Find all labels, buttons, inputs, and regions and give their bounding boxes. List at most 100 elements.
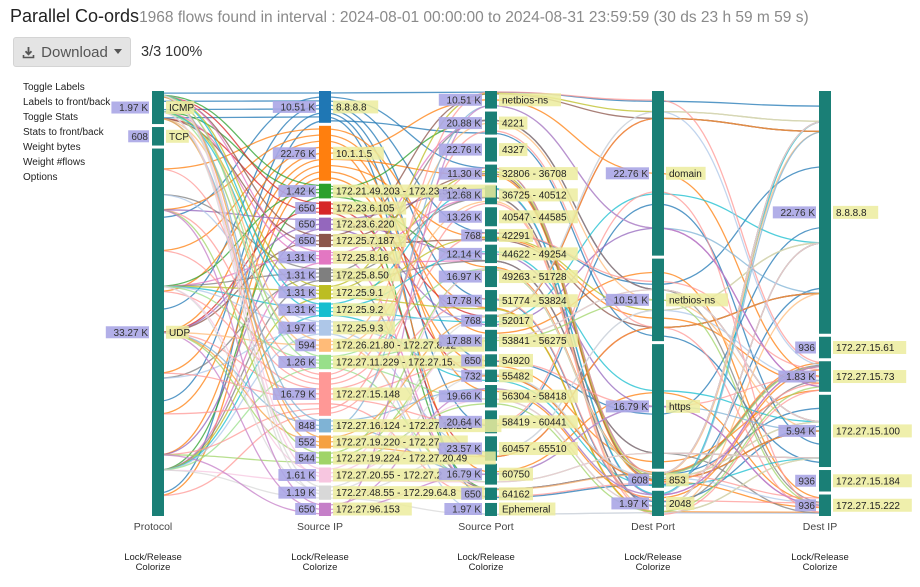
axis-segment-source-ip-9[interactable] (319, 302, 331, 317)
axis-segment-dest-port-4[interactable] (652, 490, 664, 516)
axis-segment-source-ip-1[interactable] (319, 125, 331, 181)
stat-label-bg (605, 167, 649, 180)
axis-segment-protocol-2[interactable] (152, 148, 164, 517)
colorize-control-source-ip[interactable]: Colorize (303, 562, 338, 573)
menu-toggle-stats[interactable]: Toggle Stats (23, 112, 79, 123)
axis-segment-dest-ip-1[interactable] (819, 336, 831, 359)
axis-segment-source-port-12[interactable] (485, 354, 497, 367)
axis-segment-source-ip-13[interactable] (319, 372, 331, 416)
axis-segment-source-ip-18[interactable] (319, 485, 331, 500)
axis-segment-source-ip-8[interactable] (319, 285, 331, 300)
category-label: 10.1.1.5 (336, 149, 373, 160)
menu-weight-bytes[interactable]: Weight bytes (23, 142, 81, 153)
axis-segment-source-port-3[interactable] (485, 164, 497, 183)
axis-segment-source-ip-10[interactable] (319, 319, 331, 336)
lock-release-control-protocol[interactable]: Lock/Release (124, 552, 182, 563)
category-label-bg (666, 166, 706, 180)
axis-segment-dest-ip-2[interactable] (819, 361, 831, 392)
axis-segment-source-ip-6[interactable] (319, 250, 331, 265)
axis-segment-dest-port-0[interactable] (652, 91, 664, 256)
axis-segment-source-port-14[interactable] (485, 385, 497, 408)
axis-segment-source-ip-14[interactable] (319, 418, 331, 433)
axis-segment-source-port-10[interactable] (485, 314, 497, 327)
axis-segment-source-port-9[interactable] (485, 290, 497, 312)
axis-segment-source-ip-5[interactable] (319, 233, 331, 248)
category-label: 172.25.9.2 (336, 305, 384, 316)
stat-label: 1.83 K (786, 372, 815, 383)
lock-release-control-source-ip[interactable]: Lock/Release (291, 552, 349, 563)
download-button[interactable]: Download (13, 37, 131, 67)
category-label-bg (499, 415, 578, 429)
category-label: 172.21.49.203 - 172.23.50.10 (336, 187, 468, 198)
category-label: 36725 - 40512 (502, 190, 567, 201)
stat-label-bg (628, 473, 649, 486)
menu-weight-flows[interactable]: Weight #flows (23, 157, 86, 168)
axis-segment-source-ip-17[interactable] (319, 467, 331, 483)
colorize-control-protocol[interactable]: Colorize (136, 562, 171, 573)
stat-label-bg (438, 143, 482, 156)
category-label-bg (833, 370, 907, 384)
stat-label-bg (772, 206, 816, 219)
menu-options[interactable]: Options (23, 172, 58, 183)
menu-stats-front-back[interactable]: Stats to front/back (23, 127, 104, 138)
category-label-bg (499, 247, 578, 261)
colorize-control-dest-port[interactable]: Colorize (636, 562, 671, 573)
axis-segment-source-port-1[interactable] (485, 111, 497, 135)
axis-segment-source-ip-16[interactable] (319, 451, 331, 465)
stat-label-bg (438, 442, 482, 455)
axis-segment-dest-port-1[interactable] (652, 258, 664, 342)
axis-segment-source-port-6[interactable] (485, 229, 497, 242)
axis-segment-protocol-1[interactable] (152, 127, 164, 146)
stat-label: 732 (464, 371, 481, 382)
axis-segment-source-ip-0[interactable] (319, 91, 331, 123)
axis-segment-dest-port-3[interactable] (652, 471, 664, 488)
page-subtitle: 1968 flows found in interval : 2024-08-0… (139, 9, 809, 26)
category-label-bg (333, 146, 384, 160)
axis-segment-source-ip-7[interactable] (319, 267, 331, 283)
dimension-name-source-ip: Source IP (297, 521, 343, 533)
axis-segment-source-port-8[interactable] (485, 266, 497, 288)
axis-segment-source-port-11[interactable] (485, 329, 497, 352)
axis-segment-source-ip-15[interactable] (319, 435, 331, 449)
axis-segment-source-port-5[interactable] (485, 207, 497, 227)
colorize-control-source-port[interactable]: Colorize (469, 562, 504, 573)
axis-segment-source-ip-4[interactable] (319, 217, 331, 231)
axis-segment-source-port-17[interactable] (485, 463, 497, 485)
stat-label-bg (438, 270, 482, 283)
axis-segment-source-port-2[interactable] (485, 137, 497, 162)
stat-label: 1.97 K (619, 499, 648, 510)
colorize-control-dest-ip[interactable]: Colorize (803, 562, 838, 573)
stat-label: 1.31 K (286, 253, 315, 264)
axis-segment-source-ip-3[interactable] (319, 201, 331, 215)
axis-segment-source-ip-12[interactable] (319, 354, 331, 370)
category-label: 53841 - 56275 (502, 336, 567, 347)
stat-label-bg (272, 388, 316, 401)
axis-segment-protocol-0[interactable] (152, 91, 164, 125)
axis-segment-source-ip-2[interactable] (319, 183, 331, 199)
axis-segment-dest-ip-3[interactable] (819, 394, 831, 468)
category-label-bg (333, 387, 412, 401)
axis-segment-source-ip-19[interactable] (319, 502, 331, 516)
menu-toggle-labels[interactable]: Toggle Labels (23, 82, 85, 93)
axis-segment-dest-ip-0[interactable] (819, 91, 831, 334)
axis-segment-source-port-0[interactable] (485, 91, 497, 109)
axis-segment-dest-ip-4[interactable] (819, 470, 831, 492)
stat-label: 1.31 K (286, 305, 315, 316)
axis-segment-source-port-18[interactable] (485, 487, 497, 500)
menu-labels-front-back[interactable]: Labels to front/back (23, 97, 111, 108)
category-label-bg (333, 486, 485, 500)
stat-label: 848 (298, 421, 315, 432)
axis-segment-dest-ip-5[interactable] (819, 494, 831, 516)
lock-release-control-dest-ip[interactable]: Lock/Release (791, 552, 849, 563)
axis-segment-source-port-19[interactable] (485, 502, 497, 516)
axis-segment-source-ip-11[interactable] (319, 338, 331, 352)
chart-menu: Toggle Labels Labels to front/back Toggl… (23, 80, 110, 185)
lock-release-control-dest-port[interactable]: Lock/Release (624, 552, 682, 563)
stat-label: 650 (298, 505, 315, 516)
stat-label-bg (461, 314, 482, 327)
axis-segment-source-port-7[interactable] (485, 244, 497, 264)
lock-release-control-source-port[interactable]: Lock/Release (457, 552, 515, 563)
axis-segment-dest-port-2[interactable] (652, 344, 664, 469)
axis-segment-source-port-13[interactable] (485, 369, 497, 383)
category-label: 172.27.15.61 (836, 343, 895, 354)
